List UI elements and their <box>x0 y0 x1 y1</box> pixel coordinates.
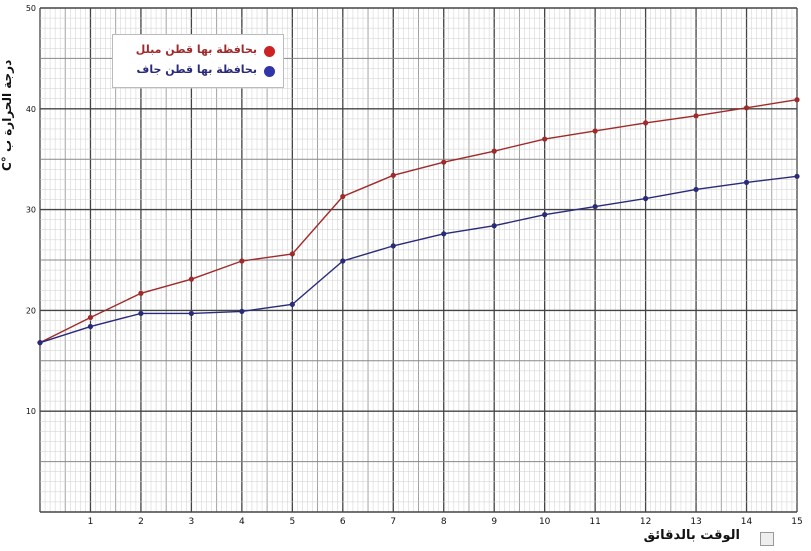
data-point-series-1 <box>643 195 649 202</box>
data-point-series-0 <box>441 159 447 165</box>
x-tick-label: 1 <box>88 517 94 527</box>
legend: بحافظة بها قطن مبلل بحافظة بها قطن جاف <box>112 34 284 88</box>
data-point-series-0 <box>693 113 699 119</box>
x-tick-label: 4 <box>239 517 245 527</box>
series-line-0 <box>39 99 798 344</box>
data-point-series-0 <box>138 290 144 296</box>
data-point-series-0 <box>239 258 245 264</box>
data-point-series-0 <box>289 251 295 257</box>
x-tick-label: 5 <box>289 517 295 527</box>
data-point-series-1 <box>441 231 447 237</box>
x-tick-label: 7 <box>390 517 396 527</box>
data-point-series-1 <box>37 340 43 346</box>
legend-item-wet-cotton: بحافظة بها قطن مبلل <box>121 43 277 61</box>
x-tick-label: 3 <box>189 517 195 527</box>
x-tick-label: 15 <box>791 517 802 527</box>
data-point-series-1 <box>239 308 245 315</box>
legend-label-dry-cotton: بحافظة بها قطن جاف <box>136 63 257 76</box>
data-point-series-0 <box>491 148 497 154</box>
data-point-series-1 <box>87 323 94 330</box>
x-tick-label: 12 <box>640 517 651 527</box>
data-point-series-1 <box>289 301 295 307</box>
x-tick-label: 11 <box>589 517 600 527</box>
data-point-series-0 <box>340 193 346 200</box>
legend-label-wet-cotton: بحافظة بها قطن مبلل <box>135 43 257 56</box>
data-point-series-1 <box>188 310 194 317</box>
y-tick-label: 40 <box>26 105 36 114</box>
data-point-series-1 <box>794 173 800 179</box>
data-point-series-0 <box>188 276 194 282</box>
data-point-series-0 <box>743 105 750 111</box>
data-point-series-0 <box>794 97 800 103</box>
data-point-series-1 <box>491 223 497 229</box>
x-tick-label: 10 <box>539 517 551 527</box>
data-point-series-1 <box>340 258 346 264</box>
x-tick-label: 14 <box>741 517 753 527</box>
data-point-series-1 <box>743 179 750 185</box>
legend-marker-wet-cotton <box>264 46 275 57</box>
legend-marker-dry-cotton <box>264 66 275 77</box>
data-point-series-0 <box>87 314 94 321</box>
x-tick-label: 8 <box>441 517 447 527</box>
data-point-series-1 <box>138 310 144 317</box>
y-tick-label: 30 <box>26 206 36 215</box>
x-tick-label: 2 <box>138 517 144 527</box>
y-tick-label: 50 <box>26 4 36 13</box>
data-point-series-1 <box>390 243 396 249</box>
x-tick-label: 13 <box>690 517 701 527</box>
resize-handle-icon <box>760 532 774 546</box>
series-line-1 <box>39 175 798 344</box>
y-tick-label: 10 <box>26 407 36 416</box>
data-point-series-0 <box>390 172 396 178</box>
data-point-series-0 <box>592 128 598 134</box>
y-tick-label: 20 <box>26 306 36 315</box>
data-point-series-0 <box>542 136 548 142</box>
data-point-series-1 <box>592 203 598 210</box>
x-tick-label: 9 <box>491 517 497 527</box>
y-axis-label: درجة الحرارة ب °C <box>0 59 14 171</box>
data-point-series-1 <box>693 186 699 193</box>
data-point-series-1 <box>542 212 548 218</box>
x-tick-label: 6 <box>340 517 346 527</box>
data-point-series-0 <box>643 120 649 126</box>
legend-item-dry-cotton: بحافظة بها قطن جاف <box>121 63 277 81</box>
x-axis-label: الوقت بالدقائق <box>643 528 740 543</box>
